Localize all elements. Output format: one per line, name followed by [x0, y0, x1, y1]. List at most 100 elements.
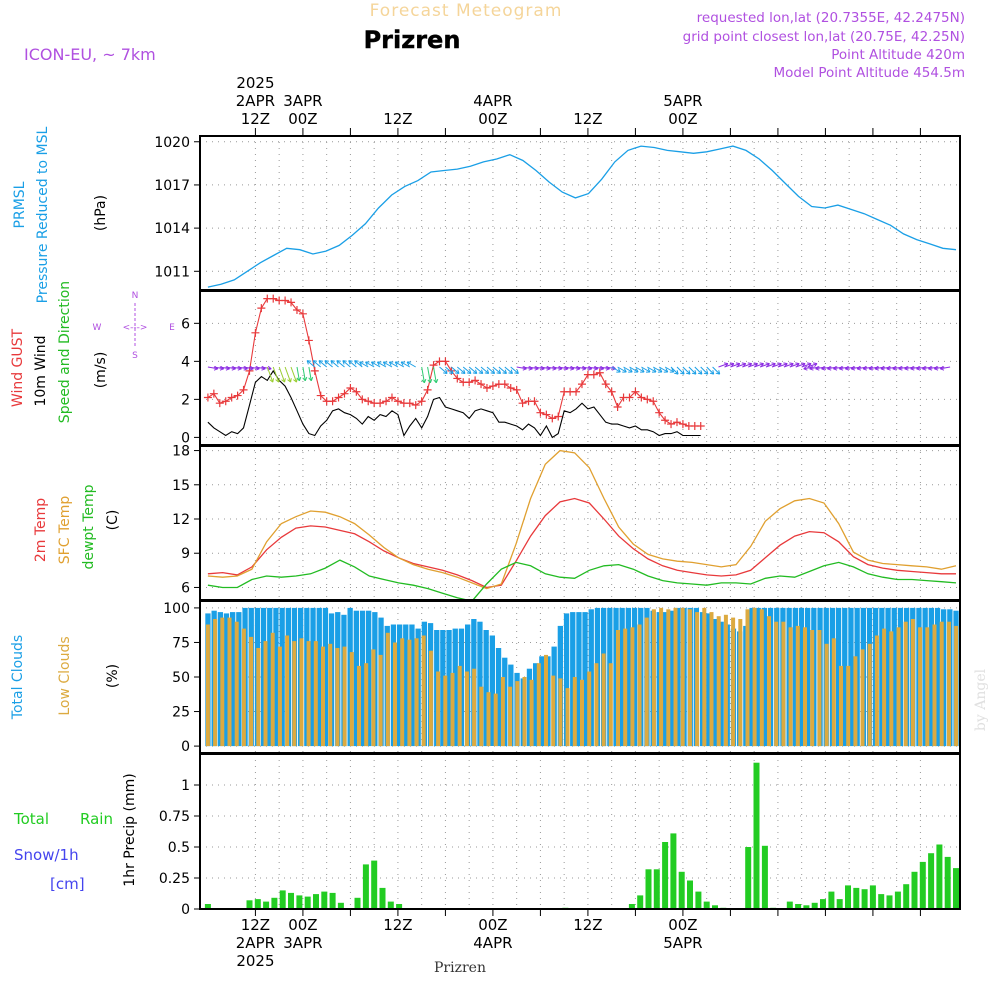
low-cloud-bar [954, 625, 959, 747]
low-cloud-bar [407, 639, 412, 747]
gust-marker [506, 383, 515, 392]
dewpt-line [207, 559, 957, 602]
gust-marker [328, 397, 337, 406]
rain-bar [761, 845, 768, 909]
wind-arrow-head [478, 369, 484, 374]
total-cloud-bar [669, 610, 675, 747]
gust-marker [292, 306, 301, 315]
wind-arrow [540, 366, 551, 370]
low-cloud-bar [436, 671, 441, 747]
low-cloud-bar [443, 675, 448, 747]
wind-arrow [266, 366, 274, 383]
low-cloud-bar [457, 665, 462, 746]
wind-arrow-head [427, 378, 433, 384]
low-cloud-bar [781, 621, 786, 747]
total-cloud-bar [539, 656, 545, 747]
gust-marker [595, 368, 604, 377]
rain-bar [845, 885, 851, 909]
low-cloud-bar [479, 686, 484, 747]
gust-marker [346, 383, 355, 392]
low-cloud-bar [745, 609, 750, 747]
wind-arrow-head [287, 378, 292, 383]
low-cloud-bar [393, 642, 397, 747]
low-clouds-label: Low Clouds [57, 636, 73, 715]
gust-marker [678, 420, 687, 429]
low-cloud-bar [803, 627, 807, 747]
rain-bar [853, 887, 860, 909]
wind-arrow [783, 363, 794, 368]
wind-arrow-head [318, 360, 324, 365]
wind-arrow-head [622, 368, 627, 373]
wind-arrow-head [359, 361, 364, 366]
top-axis-label: 5APR [663, 92, 702, 110]
wind-direction-arrows [207, 360, 951, 384]
wind-arrow [801, 363, 812, 368]
total-cloud-bar [440, 630, 446, 747]
wind-arrow [433, 366, 437, 383]
low-cloud-bar [910, 619, 915, 747]
wind-arrow-head [862, 365, 867, 371]
pressure-series [207, 145, 957, 288]
low-cloud-bar [616, 630, 620, 747]
gust-label: Wind GUST [10, 328, 26, 407]
low-cloud-bar [364, 663, 369, 747]
wind-arrow-head [336, 360, 341, 365]
rain-bar [745, 847, 752, 909]
wind-arrow [474, 366, 484, 374]
gust-marker [512, 385, 521, 394]
low-cloud-bar [378, 654, 383, 747]
y-tick-label: 6 [181, 316, 190, 332]
gust-marker [358, 395, 367, 404]
low-cloud-bar [464, 671, 469, 747]
rain-bar [645, 869, 652, 909]
wind-arrow [789, 363, 800, 368]
low-cloud-bar [860, 649, 865, 747]
total-cloud-bar [934, 607, 941, 747]
wind-arrow-head [634, 368, 639, 373]
total-cloud-bar [718, 621, 724, 747]
gust-marker [304, 336, 313, 345]
low-cloud-bar [529, 679, 534, 747]
bottom-axis-label: 3APR [283, 934, 322, 952]
rain-bar [313, 894, 319, 909]
total-cloud-bar [570, 612, 576, 747]
wind-arrow [528, 366, 539, 370]
wind-arrow-head [651, 368, 657, 373]
y-tick-label: 0.25 [159, 871, 190, 887]
wind-arrow-head [490, 369, 496, 374]
total-cloud-bar [879, 607, 885, 747]
total-cloud-bar [928, 607, 934, 747]
wind-arrow-head [815, 365, 820, 371]
gust-marker [417, 397, 426, 406]
low-cloud-bar [515, 681, 520, 746]
total-cloud-bar [922, 607, 928, 747]
gust-marker [488, 382, 497, 391]
wind-arrow-head [880, 365, 885, 371]
pressure-label-2: Pressure Reduced to MSL [35, 126, 51, 303]
total-cloud-bar [495, 648, 502, 747]
wind-arrow-head [657, 368, 663, 373]
top-axis-label: 12Z [241, 110, 270, 128]
rain-bar [820, 899, 826, 909]
gust-marker [227, 393, 236, 402]
wind-arrow-head [703, 370, 709, 375]
sfctemp-label: SFC Temp [57, 496, 73, 565]
wind-arrow-head [868, 365, 873, 371]
rain-bar [919, 861, 926, 909]
y-tick-label: 1 [181, 778, 190, 794]
wind-arrow [255, 366, 266, 370]
wind-arrow [611, 366, 621, 373]
low-cloud-bar [558, 678, 563, 747]
total-cloud-bar [582, 612, 588, 747]
wind-arrow-head [898, 365, 903, 371]
wind-arrow-head [400, 361, 406, 366]
wind-arrow [742, 363, 752, 368]
low-cloud-bar [321, 646, 325, 747]
low-cloud-bar [867, 643, 872, 747]
low-cloud-bar [853, 656, 858, 747]
gust-marker [287, 298, 296, 307]
low-cloud-bar [486, 692, 491, 747]
wind-arrow [389, 361, 399, 368]
gust-marker [352, 387, 361, 396]
rain-bar [803, 905, 810, 909]
